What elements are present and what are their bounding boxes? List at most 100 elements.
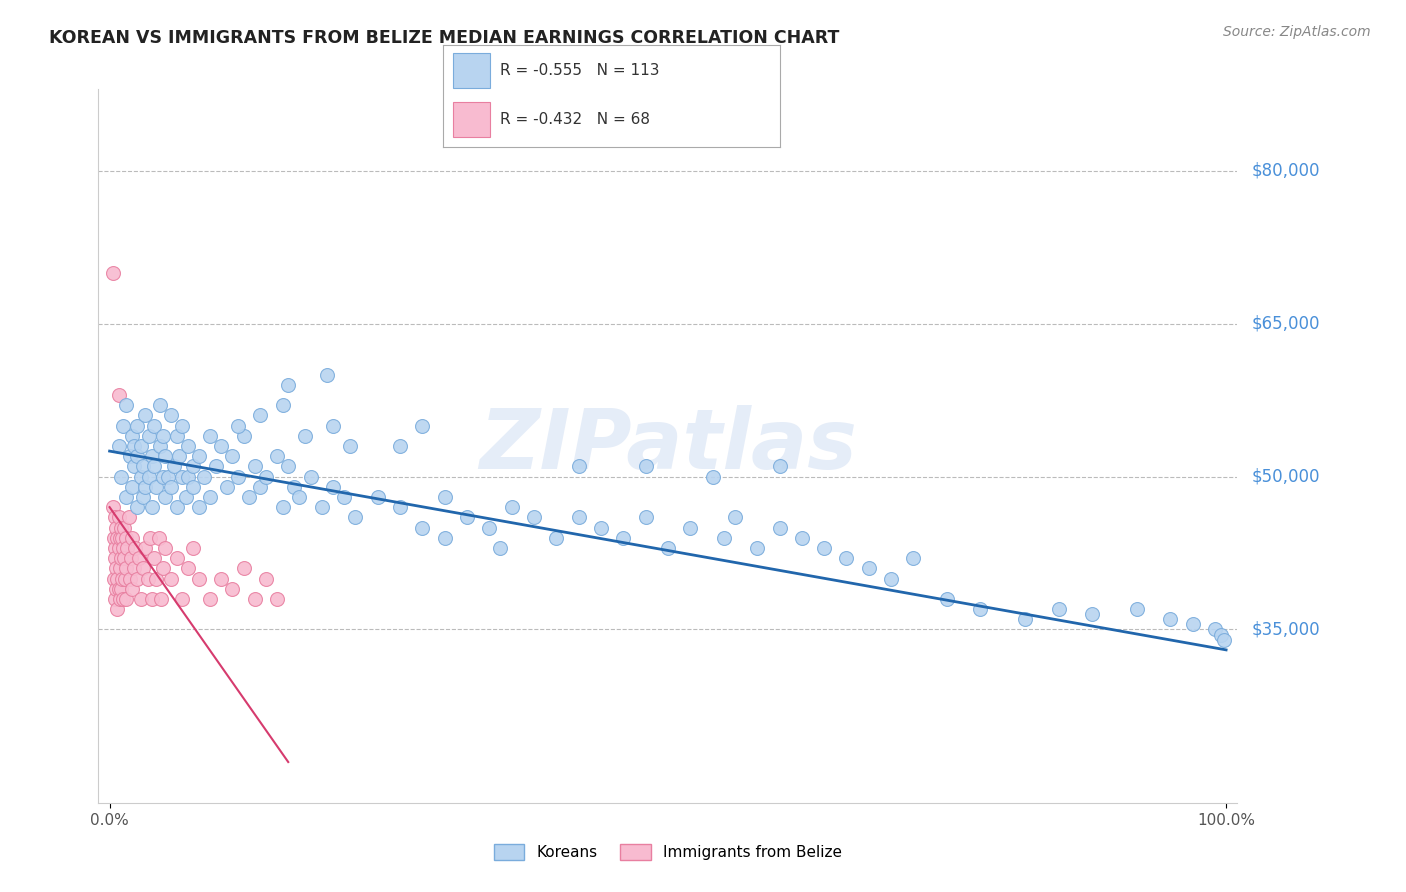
Point	[266, 449, 288, 463]
Point	[1159, 612, 1181, 626]
Point	[226, 418, 249, 433]
Point	[198, 429, 221, 443]
Point	[118, 572, 141, 586]
Point	[120, 551, 142, 566]
Point	[136, 572, 159, 586]
Point	[333, 490, 356, 504]
Text: $35,000: $35,000	[1251, 621, 1320, 639]
Point	[713, 531, 735, 545]
Point	[132, 459, 155, 474]
Point	[145, 572, 167, 586]
Point	[127, 418, 149, 433]
Point	[768, 520, 790, 534]
Point	[858, 561, 880, 575]
Point	[1181, 617, 1204, 632]
Point	[204, 459, 226, 474]
Point	[612, 531, 634, 545]
Point	[112, 520, 135, 534]
Point	[238, 490, 260, 504]
Point	[411, 520, 433, 534]
Point	[138, 429, 160, 443]
Point	[148, 531, 170, 545]
Point	[249, 409, 271, 423]
Point	[198, 591, 221, 606]
Point	[1126, 602, 1149, 616]
Point	[128, 551, 150, 566]
Point	[108, 561, 131, 575]
Point	[107, 541, 129, 555]
Point	[152, 429, 174, 443]
Point	[138, 469, 160, 483]
Point	[141, 591, 163, 606]
Point	[1014, 612, 1036, 626]
Point	[156, 469, 179, 483]
Point	[152, 469, 174, 483]
Point	[107, 572, 129, 586]
Point	[657, 541, 679, 555]
Point	[183, 459, 205, 474]
Point	[411, 418, 433, 433]
Point	[177, 469, 200, 483]
Point	[254, 469, 277, 483]
Point	[101, 500, 124, 515]
Point	[835, 551, 858, 566]
Point	[141, 449, 163, 463]
Point	[152, 561, 174, 575]
Point	[104, 591, 127, 606]
Point	[160, 409, 183, 423]
Point	[433, 531, 456, 545]
Point	[221, 582, 243, 596]
Point	[936, 591, 959, 606]
Point	[209, 572, 232, 586]
Text: ZIPatlas: ZIPatlas	[479, 406, 856, 486]
Point	[215, 480, 238, 494]
Point	[277, 459, 299, 474]
Point	[104, 510, 127, 524]
Text: KOREAN VS IMMIGRANTS FROM BELIZE MEDIAN EARNINGS CORRELATION CHART: KOREAN VS IMMIGRANTS FROM BELIZE MEDIAN …	[49, 29, 839, 46]
Point	[110, 520, 132, 534]
Point	[104, 551, 127, 566]
Point	[129, 469, 152, 483]
Point	[294, 429, 316, 443]
Point	[103, 531, 125, 545]
Point	[634, 459, 657, 474]
Point	[108, 531, 131, 545]
Point	[266, 591, 288, 606]
Point	[141, 500, 163, 515]
Text: Source: ZipAtlas.com: Source: ZipAtlas.com	[1223, 25, 1371, 39]
Point	[1212, 632, 1234, 647]
Point	[163, 459, 186, 474]
Point	[790, 531, 813, 545]
Point	[177, 439, 200, 453]
Point	[288, 490, 311, 504]
Point	[110, 582, 132, 596]
Point	[149, 439, 172, 453]
Point	[111, 541, 134, 555]
Point	[143, 418, 166, 433]
Point	[172, 591, 194, 606]
Point	[117, 541, 139, 555]
Point	[107, 602, 129, 616]
Point	[747, 541, 769, 555]
Point	[105, 582, 128, 596]
Point	[107, 531, 129, 545]
Point	[322, 480, 344, 494]
Point	[271, 500, 294, 515]
Point	[523, 510, 546, 524]
Point	[1209, 627, 1232, 641]
Point	[129, 439, 152, 453]
Point	[177, 561, 200, 575]
Point	[124, 541, 146, 555]
Point	[115, 561, 138, 575]
Point	[132, 490, 155, 504]
Point	[155, 541, 177, 555]
Point	[1081, 607, 1104, 622]
Point	[489, 541, 512, 555]
Point	[316, 368, 339, 382]
Point	[221, 449, 243, 463]
Text: R = -0.555   N = 113: R = -0.555 N = 113	[501, 62, 659, 78]
Point	[105, 520, 128, 534]
Point	[160, 572, 183, 586]
Point	[121, 429, 143, 443]
Point	[724, 510, 747, 524]
